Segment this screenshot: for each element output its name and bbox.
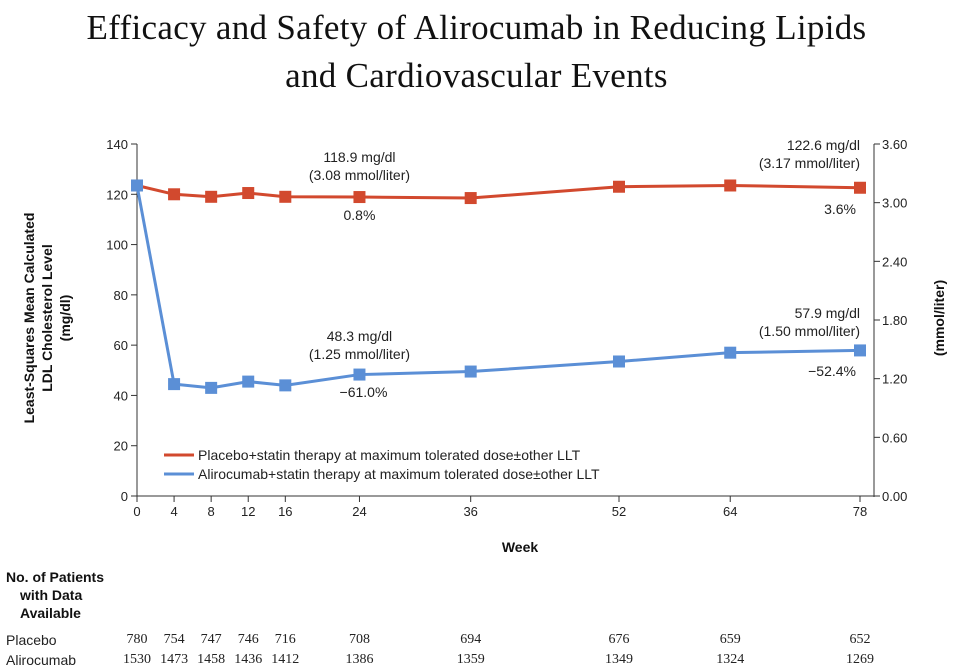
annotation-placebo-w78-pct: 3.6%: [824, 201, 856, 217]
annotation-placebo-w24-line-1: 118.9 mg/dl: [323, 149, 395, 165]
annotation-placebo-w78-line-2: (3.17 mmol/liter): [759, 155, 860, 171]
x-tick-label: 64: [723, 504, 737, 519]
y2-tick-label: 3.00: [882, 196, 907, 211]
annotation-alirocumab-w78-line-2: (1.50 mmol/liter): [759, 323, 860, 339]
data-point-alirocumab: [131, 179, 143, 192]
x-tick-label: 16: [278, 504, 292, 519]
data-point-alirocumab: [279, 379, 292, 392]
patients-header-line-1: No. of Patients: [6, 569, 105, 585]
data-point-placebo: [613, 180, 625, 193]
x-tick-label: 78: [853, 504, 867, 519]
data-point-alirocumab: [464, 365, 477, 378]
y-tick-label: 140: [106, 137, 128, 152]
patients-row-label: Placebo: [6, 632, 57, 648]
patients-count-cell: 1359: [456, 652, 485, 667]
x-tick-label: 36: [463, 504, 477, 519]
data-point-alirocumab: [353, 368, 366, 381]
y-tick-label: 100: [106, 238, 128, 253]
data-point-alirocumab: [168, 378, 181, 391]
data-point-placebo: [242, 187, 255, 200]
patients-count-cell: 1458: [197, 652, 226, 667]
patients-count-cell: 708: [348, 632, 370, 647]
y2-tick-label: 0.00: [882, 489, 907, 504]
patients-count-cell: 1530: [123, 652, 151, 667]
annotation-alirocumab-w78-pct: −52.4%: [808, 363, 856, 379]
x-tick-label: 12: [241, 504, 255, 519]
y-tick-label: 20: [114, 439, 128, 454]
data-point-placebo: [205, 190, 218, 203]
y-tick-label: 80: [114, 288, 128, 303]
y2-tick-label: 1.20: [882, 372, 907, 387]
data-point-placebo: [724, 179, 737, 192]
data-point-placebo: [464, 192, 477, 205]
y-tick-label: 40: [114, 388, 128, 403]
patients-count-cell: 676: [608, 632, 630, 647]
data-point-alirocumab: [724, 346, 737, 359]
y-tick-label: 120: [106, 187, 128, 202]
patients-count-cell: 652: [849, 632, 871, 647]
x-tick-label: 52: [612, 504, 626, 519]
patients-count-cell: 694: [460, 632, 482, 647]
y2-tick-label: 3.60: [882, 137, 907, 152]
annotation-placebo-w24-line-2: (3.08 mmol/liter): [309, 167, 410, 183]
data-point-placebo: [279, 190, 292, 203]
legend-label-placebo: Placebo+statin therapy at maximum tolera…: [198, 447, 581, 463]
annotation-alirocumab-w24-pct: −61.0%: [340, 384, 388, 400]
patients-count-cell: 659: [719, 632, 741, 647]
annotation-placebo-w24-pct: 0.8%: [344, 207, 376, 223]
data-point-placebo: [168, 188, 181, 201]
y2-axis-title: (mmol/liter): [931, 280, 947, 356]
x-tick-label: 8: [208, 504, 215, 519]
x-tick-label: 24: [352, 504, 366, 519]
patients-header-line-2: with Data: [20, 587, 83, 603]
patients-count-cell: 1473: [160, 652, 189, 667]
legend-label-alirocumab: Alirocumab+statin therapy at maximum tol…: [198, 466, 600, 482]
data-point-alirocumab: [854, 344, 866, 357]
patients-count-cell: 747: [200, 632, 222, 647]
y2-tick-label: 1.80: [882, 313, 907, 328]
y-tick-label: 0: [121, 489, 128, 504]
data-point-alirocumab: [242, 375, 255, 388]
data-point-alirocumab: [613, 355, 625, 368]
y-tick-label: 60: [114, 338, 128, 353]
patients-table-header: No. of Patients with Data Available: [6, 568, 104, 622]
patients-count-cell: 1349: [605, 652, 633, 667]
annotation-alirocumab-w24-line-2: (1.25 mmol/liter): [309, 346, 410, 362]
patients-count-cell: 1386: [345, 652, 374, 667]
patients-header-line-3: Available: [20, 605, 81, 621]
patients-count-cell: 754: [163, 632, 185, 647]
patients-count-cell: 716: [274, 632, 296, 647]
annotation-alirocumab-w78-line-1: 57.9 mg/dl: [795, 305, 860, 321]
x-tick-label: 4: [170, 504, 177, 519]
series-line-placebo: [136, 183, 861, 200]
patients-count-cell: 780: [126, 632, 148, 647]
y-axis-title-line: LDL Cholesterol Level: [39, 244, 55, 392]
x-tick-label: 0: [133, 504, 140, 519]
y-axis-title-line: Least-Squares Mean Calculated: [21, 213, 37, 424]
patients-count-cell: 1269: [846, 652, 874, 667]
annotation-placebo-w78-line-1: 122.6 mg/dl: [787, 137, 860, 153]
patients-count-cell: 1324: [716, 652, 745, 667]
patients-count-cell: 746: [237, 632, 259, 647]
series-line-alirocumab: [135, 185, 861, 390]
data-point-alirocumab: [205, 381, 218, 394]
data-point-placebo: [854, 181, 866, 194]
chart-title: Efficacy and Safety of Alirocumab in Red…: [0, 4, 953, 100]
annotation-alirocumab-w24-line-1: 48.3 mg/dl: [327, 328, 392, 344]
patients-count-cell: 1412: [271, 652, 300, 667]
x-axis-title: Week: [502, 539, 539, 555]
y2-tick-label: 0.60: [882, 430, 907, 445]
chart-title-line-2: and Cardiovascular Events: [285, 56, 668, 95]
patients-row-label: Alirocumab: [6, 652, 77, 668]
patients-count-cell: 1436: [234, 652, 263, 667]
y2-tick-label: 2.40: [882, 254, 907, 269]
chart-title-line-1: Efficacy and Safety of Alirocumab in Red…: [86, 8, 867, 47]
data-point-placebo: [353, 191, 366, 204]
y-axis-title-line: (mg/dl): [57, 295, 73, 342]
